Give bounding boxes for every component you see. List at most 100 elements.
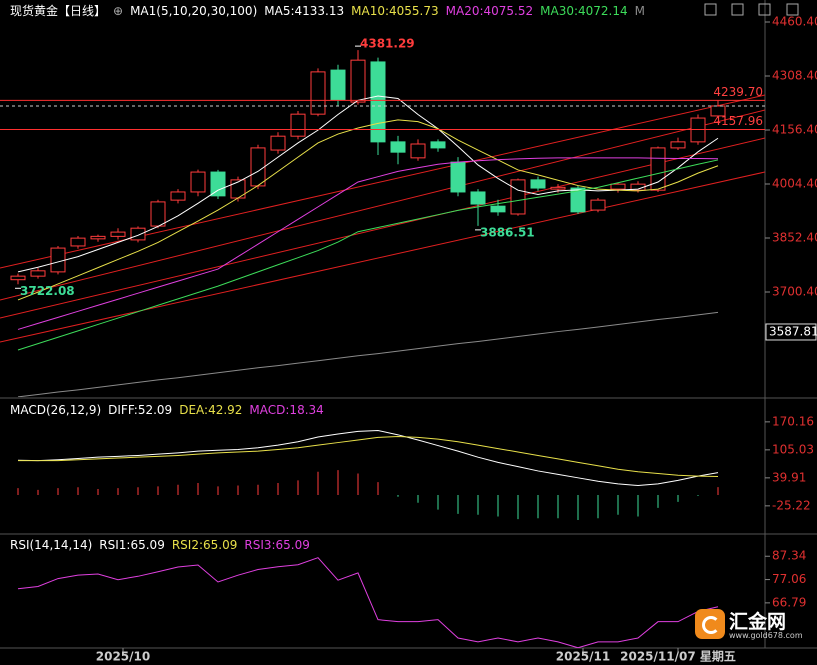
x-tick-label: 2025/11/07 星期五 — [620, 649, 736, 664]
candle-body — [690, 117, 706, 143]
candle-body — [330, 69, 346, 101]
legend-entry: DEA:42.92 — [179, 403, 243, 417]
y-tick-label: 39.91 — [772, 470, 806, 484]
candle-body — [50, 247, 66, 273]
candle-body — [550, 186, 566, 190]
candle-body — [290, 113, 306, 137]
indicator-line — [17, 557, 719, 648]
legend-entry: MA10:4055.73 — [351, 4, 439, 18]
y-tick-label: 4308.40 — [772, 69, 817, 83]
indicator-name: MA1(5,10,20,30,100) — [130, 4, 258, 18]
logo-icon — [695, 609, 725, 639]
main-legend: 现货黄金【日线】 ⊕ MA1(5,10,20,30,100) MA5:4133.… — [10, 4, 645, 18]
instrument-title: 现货黄金【日线】 — [10, 4, 107, 18]
icon[interactable] — [731, 3, 744, 16]
legend-entry: MACD:18.34 — [249, 403, 324, 417]
candle-body — [90, 235, 106, 240]
trend-line — [0, 109, 765, 301]
trend-line — [0, 137, 765, 319]
toolbar-icons[interactable] — [704, 3, 799, 16]
logo-name: 汇金网 — [729, 611, 787, 633]
candle-body — [10, 275, 26, 281]
indicator-line — [17, 159, 719, 351]
candle-body — [470, 191, 486, 205]
candle-body — [390, 141, 406, 153]
price-annotation: 3886.51 — [480, 225, 535, 239]
legend-entry: RSI3:65.09 — [244, 538, 310, 552]
candle-body — [270, 135, 286, 151]
candle-body — [130, 227, 146, 241]
indicator-line — [18, 436, 719, 478]
indicator-line — [17, 430, 719, 487]
legend-entry: MA30:4072.14 — [540, 4, 628, 18]
candle-body — [710, 105, 726, 117]
settings-icon[interactable]: ⊕ — [113, 4, 124, 18]
logo-mark — [702, 616, 720, 634]
legend-entry: RSI2:65.09 — [171, 538, 238, 552]
candle-body — [510, 179, 526, 215]
y-tick-label: 77.06 — [772, 572, 806, 586]
y-tick-label: 4156.40 — [772, 123, 817, 137]
x-tick-label: 2025/11 — [556, 650, 610, 664]
legend-entry: RSI1:65.09 — [99, 538, 165, 552]
candle-body — [610, 183, 626, 190]
y-tick-label: 4460.40 — [772, 15, 817, 29]
price-line-label: 4157.96 — [713, 114, 763, 128]
pane-title: MACD(26,12,9) — [10, 403, 102, 417]
candle-body — [210, 171, 226, 197]
y-tick-label: 3852.40 — [772, 230, 817, 244]
candle-body — [490, 205, 506, 213]
y-tick-label: 4004.40 — [772, 176, 817, 190]
pane-title: RSI(14,14,14) — [10, 538, 93, 552]
legend-entry: DIFF:52.09 — [108, 403, 173, 417]
candle-body — [110, 231, 126, 237]
legend-entry: MA5:4133.13 — [264, 4, 345, 18]
candle-body — [630, 183, 646, 191]
candle-body — [370, 61, 386, 143]
icon[interactable] — [758, 3, 771, 16]
y-box — [765, 323, 817, 341]
logo: 汇金网 www.gold678.com — [695, 607, 807, 643]
y-tick-label: -25.22 — [772, 498, 811, 512]
y-tick-label: 105.03 — [772, 442, 814, 456]
legend-entry: M — [634, 4, 645, 18]
logo-url: www.gold678.com — [729, 631, 803, 640]
indicator-line — [17, 95, 719, 273]
legend-entry: MA20:4075.52 — [445, 4, 534, 18]
y-tick-label: 3700.40 — [772, 284, 817, 298]
candle-body — [670, 141, 686, 149]
indicator-line — [17, 119, 719, 301]
y-box-label: 3587.81 — [769, 324, 817, 338]
y-tick-label: 170.16 — [772, 414, 814, 428]
trend-line — [0, 171, 765, 343]
y-tick-label: 66.79 — [772, 595, 806, 609]
y-tick-label: 87.34 — [772, 549, 806, 563]
candle-body — [150, 201, 166, 227]
candle-body — [430, 141, 446, 149]
candle-body — [450, 161, 466, 193]
candle-body — [250, 147, 266, 187]
x-tick-label: 2025/10 — [96, 650, 150, 664]
price-annotation: 4381.29 — [360, 37, 415, 51]
candles — [10, 50, 726, 285]
candle-body — [30, 270, 46, 277]
indicator-line — [17, 157, 719, 330]
candle-body — [190, 171, 206, 193]
icon[interactable] — [786, 3, 799, 16]
candle-body — [590, 199, 606, 211]
rsi-legend: RSI(14,14,14) RSI1:65.09 RSI2:65.09 RSI3:6… — [10, 538, 310, 552]
candle-body — [310, 71, 326, 115]
candle-body — [170, 191, 186, 201]
indicator-line — [17, 311, 719, 397]
candle-body — [570, 187, 586, 213]
price-line-label: 4239.70 — [713, 85, 763, 99]
candle-body — [70, 237, 86, 247]
candle-body — [410, 143, 426, 159]
candle-body — [530, 179, 546, 189]
icon[interactable] — [704, 3, 717, 16]
candle-body — [350, 59, 366, 103]
price-annotation: 3722.08 — [20, 284, 75, 298]
macd-legend: MACD(26,12,9) DIFF:52.09 DEA:42.92 MACD:18… — [10, 403, 324, 417]
